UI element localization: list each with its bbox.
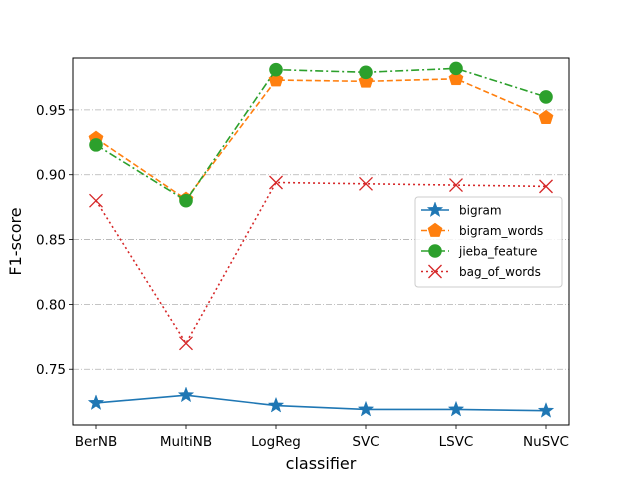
- data-point-bag_of_words-stroke: [359, 176, 373, 191]
- legend-label: bag_of_words: [459, 265, 541, 279]
- series-line-jieba_feature: [95, 67, 547, 202]
- series-jieba_feature: [89, 61, 553, 208]
- legend-item-bigram_words: bigram_words: [421, 222, 543, 238]
- legend-marker: [428, 264, 442, 279]
- y-axis-label: F1-score: [6, 207, 25, 275]
- y-tick-label: 0.90: [36, 168, 66, 184]
- axis-layer: 0.75 0.80 0.85 0.90 0.95 BerNB MultiNB LogReg SV…: [36, 103, 569, 450]
- data-point-bigram: [177, 386, 195, 403]
- legend-box: [414, 196, 563, 288]
- series-line-bigram_words: [95, 77, 547, 201]
- series-line-bigram: [95, 394, 547, 412]
- y-tick-label: 0.80: [36, 297, 66, 313]
- x-tick-label: LogReg: [251, 434, 301, 450]
- data-point-bag_of_words: [539, 179, 553, 194]
- data-point-bag_of_words: [359, 176, 373, 191]
- series-bigram: [87, 386, 555, 418]
- data-point-bag_of_words: [449, 178, 463, 193]
- legend: bigram bigram_words jieba_feature bag_of_wo…: [414, 196, 563, 288]
- grid-layer: [73, 109, 569, 370]
- data-point-jieba_feature: [89, 138, 103, 152]
- legend-label: jieba_feature: [458, 245, 537, 259]
- legend-marker: [426, 201, 444, 218]
- data-point-bigram: [357, 400, 375, 417]
- legend-label: bigram: [459, 204, 502, 218]
- y-tick-label: 0.85: [36, 233, 66, 249]
- series-bag_of_words: [89, 175, 553, 351]
- data-point-jieba_feature: [269, 62, 283, 77]
- data-point-bigram: [537, 401, 555, 418]
- legend-marker: [428, 244, 442, 258]
- x-axis-label: classifier: [286, 454, 357, 473]
- data-point-bigram: [447, 400, 465, 417]
- data-point-jieba_feature: [539, 90, 553, 104]
- legend-marker-stroke: [428, 264, 442, 279]
- series-layer: [87, 61, 555, 418]
- data-point-jieba_feature: [449, 61, 463, 76]
- legend-label: bigram_words: [459, 224, 543, 238]
- data-point-jieba_feature: [359, 65, 373, 80]
- data-point-bag_of_words: [179, 336, 193, 351]
- legend-item-bigram: bigram: [421, 201, 502, 218]
- legend-item-jieba_feature: jieba_feature: [421, 244, 537, 259]
- y-tick-label: 0.95: [36, 103, 66, 119]
- data-point-bag_of_words-stroke: [269, 175, 283, 190]
- x-tick-label: MultiNB: [160, 434, 212, 450]
- data-point-bigram: [87, 394, 105, 411]
- y-tick-label: 0.75: [36, 362, 66, 378]
- legend-item-bag_of_words: bag_of_words: [421, 264, 541, 279]
- data-point-jieba_feature: [179, 193, 193, 208]
- data-point-bag_of_words-stroke: [449, 178, 463, 193]
- x-tick-label: LSVC: [439, 434, 474, 450]
- data-point-bag_of_words-stroke: [539, 179, 553, 194]
- data-point-bag_of_words-stroke: [179, 336, 193, 351]
- x-tick-label: SVC: [352, 434, 379, 450]
- data-point-bigram_words: [448, 70, 464, 86]
- series-line-bag_of_words: [95, 181, 547, 345]
- data-point-bag_of_words: [269, 175, 283, 190]
- data-point-bag_of_words-stroke: [89, 193, 103, 208]
- data-point-bigram: [267, 396, 285, 413]
- data-point-bag_of_words: [89, 193, 103, 208]
- legend-marker: [427, 222, 443, 237]
- data-point-bigram_words: [538, 109, 554, 124]
- plot-frame: [72, 57, 570, 426]
- x-tick-label: NuSVC: [523, 434, 569, 450]
- x-tick-label: BerNB: [75, 434, 117, 450]
